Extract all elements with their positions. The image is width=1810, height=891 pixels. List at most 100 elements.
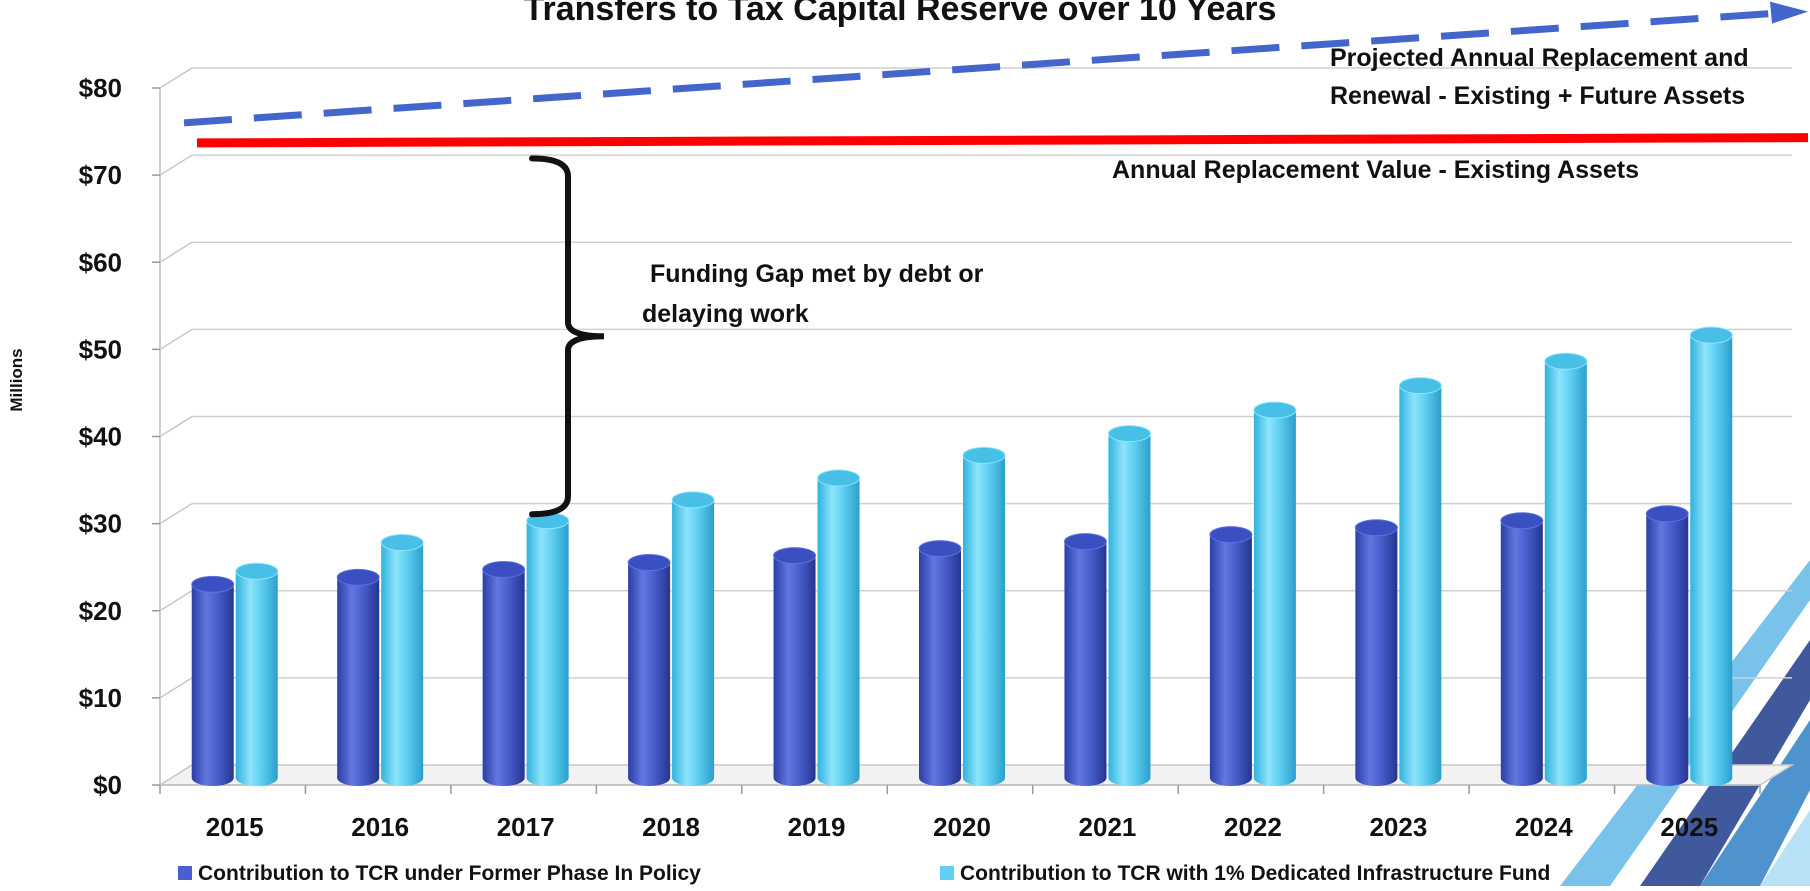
funding-gap-label-line1: Funding Gap met by debt or xyxy=(650,260,984,288)
x-tick-label: 2025 xyxy=(1660,812,1718,842)
y-tick-label: $50 xyxy=(79,334,122,364)
bar-former-policy-2015 xyxy=(191,575,235,786)
annual-replacement-red-line xyxy=(196,133,1809,148)
bar-cap xyxy=(191,575,235,593)
funding-gap-label-line2: delaying work xyxy=(642,300,809,328)
y-tick-label: $20 xyxy=(79,596,122,626)
legend-swatch-dedicated-fund xyxy=(940,866,954,880)
bar-body xyxy=(672,499,715,778)
bar-body xyxy=(963,455,1005,778)
bar-base xyxy=(235,770,278,786)
bar-dedicated-fund-2021 xyxy=(1107,425,1151,786)
bar-base xyxy=(1399,770,1442,786)
bar-cap xyxy=(671,491,715,509)
bar-dedicated-fund-2019 xyxy=(817,469,861,786)
reference-lines: Projected Annual Replacement and Renewal … xyxy=(183,1,1809,184)
bar-dedicated-fund-2020 xyxy=(962,446,1006,786)
bar-body xyxy=(1064,541,1107,778)
bar-former-policy-2020 xyxy=(918,540,962,786)
gridline-diag-20 xyxy=(159,590,193,612)
bar-body xyxy=(1544,361,1587,778)
bar-body xyxy=(1646,513,1689,778)
bar-base xyxy=(773,770,816,786)
y-axis-ticks: $0 $10 $20 $30 $40 $50 $60 $70 $80 xyxy=(79,73,122,800)
legend-label-dedicated-fund: Contribution to TCR with 1% Dedicated In… xyxy=(960,862,1550,885)
bar-cap xyxy=(817,469,861,487)
bar-cap xyxy=(1354,519,1398,537)
bar-dedicated-fund-2018 xyxy=(671,491,715,786)
gridline-diag-60 xyxy=(159,241,193,263)
bar-cap xyxy=(482,561,526,579)
bar-dedicated-fund-2024 xyxy=(1544,352,1588,786)
y-tick-label: $40 xyxy=(79,422,122,452)
bar-base xyxy=(672,770,715,786)
bar-cap xyxy=(235,562,279,580)
bar-cap xyxy=(1063,533,1107,551)
bar-former-policy-2016 xyxy=(336,568,380,786)
bar-body xyxy=(919,548,961,778)
bar-body xyxy=(482,569,525,778)
x-tick-label: 2020 xyxy=(933,812,991,842)
bar-cap xyxy=(1689,326,1733,344)
y-tick-label: $60 xyxy=(79,247,122,277)
bar-base xyxy=(337,770,380,786)
bar-body xyxy=(526,520,569,778)
bar-cap xyxy=(1500,512,1544,530)
funding-gap-brace xyxy=(529,155,605,518)
bar-base xyxy=(1500,770,1543,786)
bar-dedicated-fund-2022 xyxy=(1253,401,1297,786)
x-tick-label: 2022 xyxy=(1224,812,1282,842)
gridline-diag-10 xyxy=(159,677,193,699)
bar-cap xyxy=(627,554,671,572)
bar-body xyxy=(1500,520,1543,778)
projected-replacement-label-line1: Projected Annual Replacement and xyxy=(1330,44,1749,72)
bar-cap xyxy=(1645,505,1689,523)
y-tick-label: $80 xyxy=(79,73,122,103)
bar-cap xyxy=(1544,352,1588,370)
gridline-diag-50 xyxy=(159,328,193,351)
x-tick-label: 2017 xyxy=(497,812,555,842)
decor-stripe-1 xyxy=(1700,720,1810,886)
bar-cap xyxy=(1209,526,1253,544)
y-tick-label: $30 xyxy=(79,509,122,539)
bar-dedicated-fund-2025 xyxy=(1689,326,1733,786)
bar-body xyxy=(337,577,380,778)
projected-replacement-dashed-line xyxy=(183,10,1771,127)
bar-former-policy-2023 xyxy=(1354,519,1398,786)
bar-body xyxy=(191,584,234,778)
bar-body xyxy=(628,562,671,778)
x-tick-label: 2021 xyxy=(1079,812,1137,842)
bar-body xyxy=(381,542,424,778)
bar-base xyxy=(1690,770,1733,786)
bar-dedicated-fund-2016 xyxy=(380,534,424,786)
x-tick-label: 2018 xyxy=(642,812,700,842)
bar-cap xyxy=(1253,401,1297,419)
x-tick-label: 2016 xyxy=(351,812,409,842)
bar-body xyxy=(1108,433,1151,778)
gridline-diag-40 xyxy=(159,415,193,438)
decor-stripe-3 xyxy=(1760,810,1810,886)
gridline-diag-0 xyxy=(159,764,193,786)
bar-base xyxy=(381,770,424,786)
x-tick-label: 2019 xyxy=(788,812,846,842)
bar-base xyxy=(1646,770,1689,786)
bar-cap xyxy=(962,446,1006,464)
y-tick-label: $70 xyxy=(79,160,122,190)
bar-cap xyxy=(918,540,962,558)
x-tick-label: 2023 xyxy=(1369,812,1427,842)
bar-dedicated-fund-2017 xyxy=(526,512,570,786)
bar-former-policy-2017 xyxy=(482,561,526,786)
bar-body xyxy=(1399,385,1442,778)
legend-label-former-policy: Contribution to TCR under Former Phase I… xyxy=(198,862,701,885)
bar-former-policy-2021 xyxy=(1063,533,1107,786)
bar-cap xyxy=(336,568,380,586)
annual-replacement-label: Annual Replacement Value - Existing Asse… xyxy=(1112,156,1639,184)
bar-cap xyxy=(773,547,817,565)
bar-base xyxy=(1064,770,1107,786)
gridline-diag-70 xyxy=(159,154,193,176)
bar-body xyxy=(1355,527,1398,778)
bar-base xyxy=(482,770,525,786)
bar-former-policy-2025 xyxy=(1645,505,1689,786)
gridline-diag-30 xyxy=(159,502,193,525)
